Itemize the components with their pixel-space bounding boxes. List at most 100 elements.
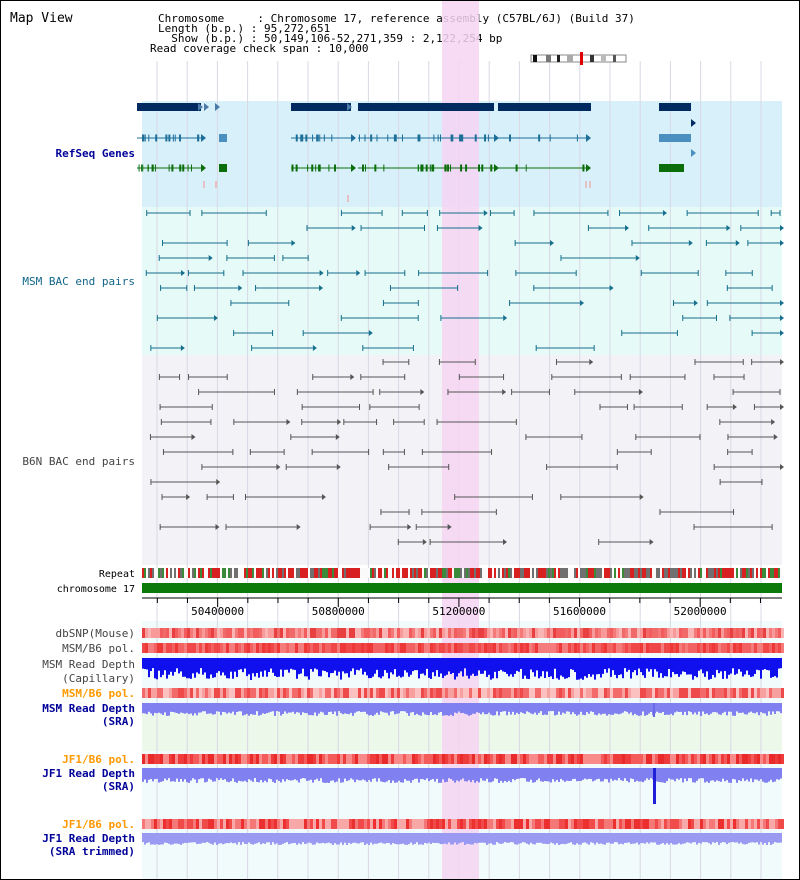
jf1-sra-depth-bar bbox=[378, 768, 380, 779]
jf1-trimmed-depth-bar bbox=[224, 833, 226, 844]
msm-sra-depth-bar bbox=[400, 703, 402, 712]
jf1-trimmed-depth-bar bbox=[702, 833, 704, 843]
jf1-b6-pol2-cell bbox=[361, 819, 364, 829]
msm-capillary-depth-bar bbox=[454, 658, 456, 680]
repeat-feature bbox=[290, 568, 292, 578]
jf1-trimmed-depth-label: JF1 Read Depth bbox=[42, 832, 135, 845]
msm-b6-pol-cell bbox=[301, 643, 304, 653]
jf1-trimmed-depth-bar bbox=[542, 833, 544, 844]
jf1-b6-pol2-cell bbox=[439, 819, 442, 829]
repeat-feature bbox=[194, 568, 196, 578]
jf1-b6-pol2-cell bbox=[337, 819, 340, 829]
dbsnp-cell bbox=[781, 628, 784, 638]
jf1-b6-pol2-cell bbox=[190, 819, 193, 829]
jf1-sra-depth-bar bbox=[704, 768, 706, 783]
msm-b6-pol2-cell bbox=[346, 688, 349, 698]
jf1-b6-pol2-cell bbox=[235, 819, 238, 829]
msm-b6-pol-cell bbox=[190, 643, 193, 653]
msm-capillary-depth-bar bbox=[274, 658, 276, 676]
msm-b6-pol2-cell bbox=[607, 688, 610, 698]
msm-sra-depth-bar bbox=[436, 703, 438, 716]
jf1-sra-depth-bar bbox=[226, 768, 228, 782]
jf1-sra-depth-bar bbox=[324, 768, 326, 783]
refseq-transcript-exon bbox=[165, 134, 168, 142]
msm-capillary-depth-bar bbox=[430, 658, 432, 679]
jf1-sra-depth-bar bbox=[168, 768, 170, 779]
ideogram-band bbox=[533, 55, 537, 62]
jf1-b6-pol2-cell bbox=[148, 819, 151, 829]
jf1-b6-pol-cell bbox=[646, 754, 649, 764]
jf1-trimmed-depth-bar bbox=[624, 833, 626, 843]
jf1-b6-pol-cell bbox=[631, 754, 634, 764]
jf1-b6-pol-cell bbox=[292, 754, 295, 764]
msm-sra-depth-bar bbox=[604, 703, 606, 714]
msm-b6-pol2-cell bbox=[490, 688, 493, 698]
jf1-trimmed-depth-bar bbox=[476, 833, 478, 844]
jf1-trimmed-depth-bar bbox=[324, 833, 326, 844]
jf1-b6-pol2-cell bbox=[739, 819, 742, 829]
msm-sra-depth-bar bbox=[244, 703, 246, 715]
dbsnp-cell bbox=[232, 628, 235, 638]
msm-b6-pol-cell bbox=[271, 643, 274, 653]
repeat-feature bbox=[604, 568, 606, 578]
jf1-b6-pol2-cell bbox=[721, 819, 724, 829]
jf1-b6-pol2-cell bbox=[223, 819, 226, 829]
jf1-sra-depth-bar bbox=[576, 768, 578, 782]
refseq-transcript-green-exon bbox=[171, 164, 174, 172]
msm-sra-depth-bar bbox=[294, 703, 296, 714]
chromosome-track-label: chromosome 17 bbox=[57, 584, 135, 595]
repeat-feature bbox=[762, 568, 764, 578]
msm-sra-depth-bar bbox=[484, 703, 486, 715]
jf1-b6-pol2-cell bbox=[532, 819, 535, 829]
dbsnp-cell bbox=[298, 628, 301, 638]
msm-sra-depth-bar bbox=[568, 703, 570, 712]
jf1-trimmed-depth-bar bbox=[626, 833, 628, 843]
msm-b6-pol-cell bbox=[355, 643, 358, 653]
jf1-trimmed-depth-bar bbox=[482, 833, 484, 843]
msm-sra-depth-bar bbox=[490, 703, 492, 715]
repeat-feature bbox=[186, 568, 188, 578]
repeat-feature bbox=[310, 568, 312, 578]
msm-capillary-depth-bar bbox=[336, 658, 338, 676]
jf1-b6-pol-cell bbox=[184, 754, 187, 764]
msm-sra-depth-bar bbox=[360, 703, 362, 713]
jf1-trimmed-depth-bar bbox=[652, 833, 654, 843]
jf1-trimmed-depth-bar bbox=[192, 833, 194, 843]
msm-capillary-depth-bar bbox=[624, 658, 626, 669]
msm-b6-pol2-cell bbox=[445, 688, 448, 698]
msm-sra-depth-bar bbox=[456, 703, 458, 714]
msm-capillary-depth-bar bbox=[704, 658, 706, 677]
msm-capillary-depth-bar bbox=[508, 658, 510, 677]
jf1-trimmed-depth-bar bbox=[232, 833, 234, 844]
repeat-feature bbox=[730, 568, 732, 578]
jf1-trimmed-depth-bar bbox=[616, 833, 618, 843]
msm-capillary-depth-bar bbox=[400, 658, 402, 678]
jf1-trimmed-depth-bar bbox=[632, 833, 634, 844]
msm-b6-pol2-cell bbox=[172, 688, 175, 698]
chromosome-ideogram[interactable] bbox=[530, 52, 627, 65]
repeat-feature bbox=[420, 568, 422, 578]
msm-capillary-depth-bar bbox=[718, 658, 720, 674]
jf1-sra-depth-bar bbox=[342, 768, 344, 783]
msm-sra-depth-bar bbox=[196, 703, 198, 716]
msm-sra-depth-bar bbox=[522, 703, 524, 714]
msm-capillary-depth-bar bbox=[342, 658, 344, 672]
jf1-b6-pol-cell bbox=[436, 754, 439, 764]
msm-b6-pol-cell bbox=[403, 643, 406, 653]
msm-b6-pol-cell bbox=[583, 643, 586, 653]
jf1-b6-pol-cell bbox=[328, 754, 331, 764]
dbsnp-cell bbox=[292, 628, 295, 638]
msm-capillary-depth-bar bbox=[382, 658, 384, 677]
msm-b6-pol-cell bbox=[712, 643, 715, 653]
dbsnp-cell bbox=[445, 628, 448, 638]
jf1-trimmed-depth-bar bbox=[218, 833, 220, 844]
dbsnp-cell bbox=[448, 628, 451, 638]
msm-b6-pol2-cell bbox=[376, 688, 379, 698]
msm-b6-pol2-cell bbox=[703, 688, 706, 698]
msm-b6-pol2-cell bbox=[370, 688, 373, 698]
msm-b6-pol2-cell bbox=[571, 688, 574, 698]
jf1-b6-pol-cell bbox=[742, 754, 745, 764]
jf1-trimmed-depth-bar bbox=[576, 833, 578, 844]
jf1-b6-pol-cell bbox=[154, 754, 157, 764]
